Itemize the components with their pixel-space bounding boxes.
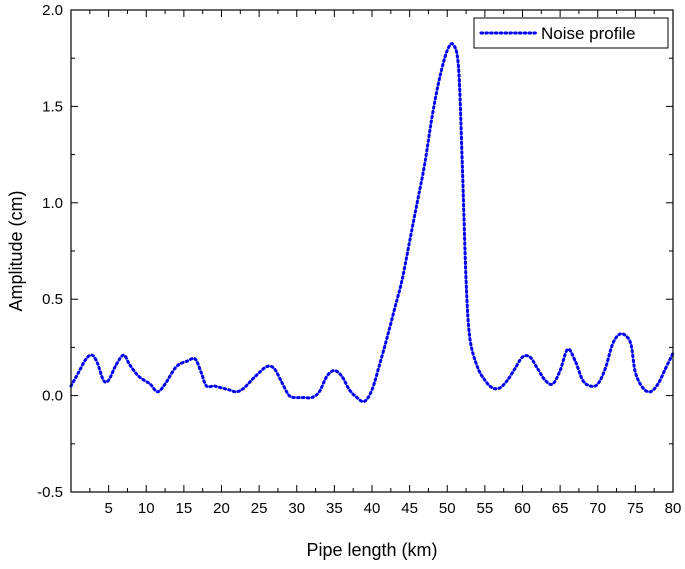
y-tick-label: 0.0 bbox=[42, 388, 63, 405]
x-tick-label: 70 bbox=[589, 500, 606, 517]
series-line-noise-profile bbox=[69, 42, 675, 404]
x-tick-label: 10 bbox=[138, 500, 155, 517]
x-tick-label: 25 bbox=[251, 500, 268, 517]
x-tick-label: 55 bbox=[477, 500, 494, 517]
series-layer bbox=[69, 42, 675, 404]
x-tick-label: 40 bbox=[364, 500, 381, 517]
plot-area bbox=[71, 10, 673, 492]
x-tick-label: 5 bbox=[104, 500, 112, 517]
legend-label-noise-profile: Noise profile bbox=[541, 24, 636, 43]
x-axis-title: Pipe length (km) bbox=[306, 540, 437, 560]
plot-frame bbox=[70, 9, 674, 493]
y-tick-label: 0.5 bbox=[42, 291, 63, 308]
x-tick-label: 80 bbox=[665, 500, 682, 517]
y-tick-label: -0.5 bbox=[37, 484, 63, 501]
y-tick-label: 2.0 bbox=[42, 2, 63, 19]
x-tick-label: 75 bbox=[627, 500, 644, 517]
x-tick-label: 20 bbox=[213, 500, 230, 517]
x-tick-label: 30 bbox=[288, 500, 305, 517]
legend: Noise profile bbox=[473, 17, 669, 49]
tick-layer bbox=[71, 9, 674, 493]
y-axis-title: Amplitude (cm) bbox=[6, 190, 26, 311]
x-tick-label: 15 bbox=[176, 500, 193, 517]
x-tick-label: 50 bbox=[439, 500, 456, 517]
x-tick-label: 60 bbox=[514, 500, 531, 517]
y-tick-label: 1.0 bbox=[42, 195, 63, 212]
x-tick-label: 45 bbox=[401, 500, 418, 517]
y-tick-label: 1.5 bbox=[42, 98, 63, 115]
x-tick-label: 35 bbox=[326, 500, 343, 517]
x-tick-label: 65 bbox=[552, 500, 569, 517]
tick-label-layer: 5 10 15 20 25 30 35 40 45 50 55 60 65 70 75 80 -0.5 0.0 0.… bbox=[37, 2, 681, 517]
